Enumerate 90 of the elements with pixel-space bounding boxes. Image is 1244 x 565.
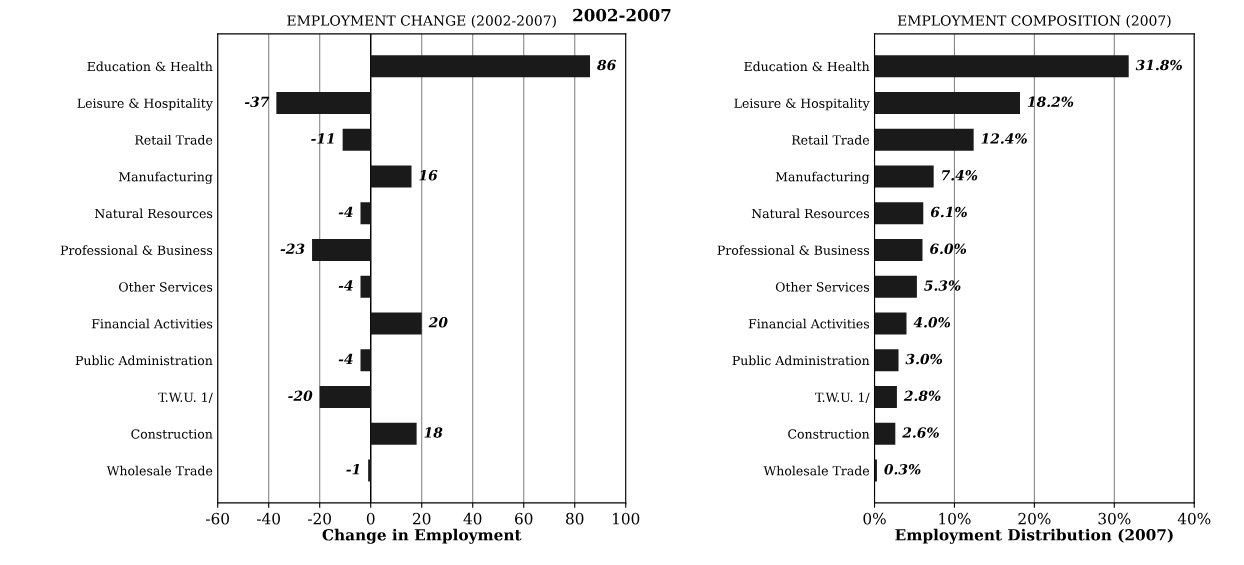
y-tick-label: Leisure & Hospitality [734,98,870,111]
y-tick-label: Public Administration [75,355,213,366]
data-label: -20 [288,390,313,402]
bar [360,202,371,225]
bar [342,128,371,151]
data-label: -23 [280,243,305,255]
bar [360,275,371,298]
data-label: 0.3% [884,464,921,475]
y-tick-label: Manufacturing [775,171,870,185]
y-tick-label: Other Services [119,282,213,292]
bar [360,349,371,372]
bar [874,165,934,188]
data-label: 18.2% [1027,96,1074,108]
bar [368,459,371,482]
data-label: -4 [338,280,353,291]
y-tick-label: Financial Activities [748,318,870,329]
y-tick-label: T.W.U. 1/ [815,392,870,403]
data-label: 2.8% [903,390,941,402]
x-tick-label: 20% [1018,512,1051,525]
y-tick-label: Retail Trade [135,135,213,145]
x-tick-label: 0 [366,512,375,525]
data-label: -4 [338,206,353,218]
bar [370,165,412,188]
bar [874,238,923,262]
bar [874,202,924,225]
x-tick-label: 0% [863,512,886,525]
y-tick-label: Education & Health [87,61,213,72]
y-tick-label: Construction [131,429,213,439]
y-tick-label: Retail Trade [791,135,870,145]
data-label: 5.3% [924,280,961,291]
data-label: 31.8% [1135,59,1182,71]
y-tick-label: Manufacturing [118,171,213,185]
x-tick-label: 60 [515,512,533,525]
data-label: 18 [424,427,443,438]
bar [874,128,974,151]
x-axis-title: Change in Employment [322,528,522,544]
data-label: 12.4% [981,133,1027,144]
y-tick-label: Wholesale Trade [763,465,870,476]
data-label: -1 [346,464,359,475]
text: 2002-2007 [573,8,671,22]
bar [370,422,417,445]
x-tick-label: -40 [257,512,280,525]
chart-title: EMPLOYMENT CHANGE (2002-2007) [287,15,556,28]
data-label: 20 [428,317,448,328]
data-label: -4 [338,353,353,365]
bar [874,349,899,372]
x-tick-label: -60 [206,512,229,525]
data-label: 2.6% [902,427,939,438]
y-tick-label: T.W.U. 1/ [158,392,213,403]
bar [874,275,917,298]
y-tick-label: Public Administration [732,355,870,366]
bar [370,312,422,335]
x-tick-label: 30% [1098,512,1131,525]
x-axis-title: Employment Distribution (2007) [895,528,1173,544]
bar [874,55,1129,78]
data-label: 7.4% [942,170,978,181]
data-label: 3.0% [905,353,943,365]
data-label: 16 [419,170,438,181]
data-label: -11 [311,133,334,144]
y-tick-label: Professional & Business [717,245,870,255]
x-tick-label: 20 [413,512,431,525]
x-tick-label: 40 [463,512,482,525]
bar [312,238,371,262]
data-label: 6.1% [930,206,967,218]
bar [319,385,371,409]
bar [874,385,897,409]
x-tick-label: 80 [566,512,584,525]
bar [370,55,591,78]
y-tick-label: Natural Resources [751,208,870,219]
data-label: -37 [244,96,270,108]
y-tick-label: Leisure & Hospitality [77,98,213,111]
data-label: 6.0% [930,243,967,255]
bar [874,91,1020,115]
bar [276,91,371,115]
x-tick-label: 40% [1177,512,1211,525]
data-label: 4.0% [913,317,951,328]
y-tick-label: Construction [788,429,870,439]
y-tick-label: Professional & Business [60,245,213,255]
y-tick-label: Wholesale Trade [106,465,213,476]
chart-title: EMPLOYMENT COMPOSITION (2007) [897,15,1171,28]
bar [874,312,907,335]
y-tick-label: Natural Resources [95,208,213,219]
x-tick-label: 100 [613,512,640,525]
bar [874,422,896,445]
data-label: 86 [597,59,616,71]
y-tick-label: Education & Health [744,61,870,72]
y-tick-label: Financial Activities [91,318,213,329]
x-tick-label: -20 [308,512,331,525]
x-tick-label: 10% [939,512,971,525]
y-tick-label: Other Services [775,282,870,292]
